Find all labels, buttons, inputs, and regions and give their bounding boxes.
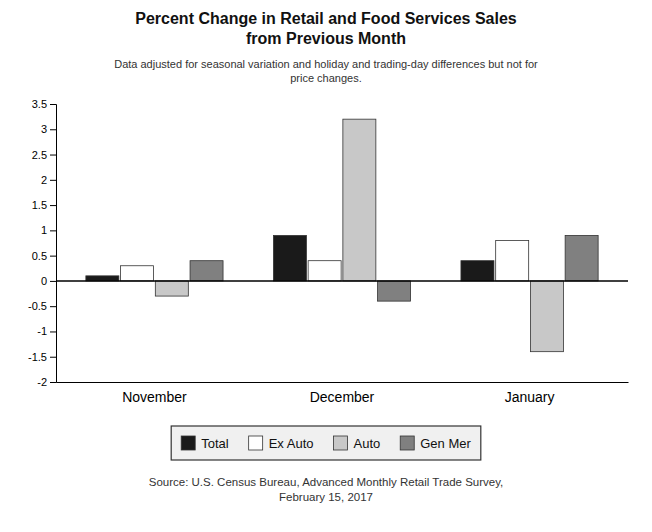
bars xyxy=(86,119,598,352)
legend-label: Gen Mer xyxy=(420,436,471,451)
text-line: Percent Change in Retail and Food Servic… xyxy=(135,10,517,27)
text-line: price changes. xyxy=(290,72,362,84)
legend-swatch xyxy=(249,436,263,450)
legend-label: Auto xyxy=(353,436,380,451)
tick-mark xyxy=(50,331,56,332)
tick: 3 xyxy=(41,123,56,135)
bar xyxy=(121,266,154,281)
tick: 2 xyxy=(41,174,56,186)
tick-label: -2 xyxy=(37,376,47,388)
subtitle: Data adjusted for seasonal variation and… xyxy=(114,58,538,84)
y-axis: -2 -1.5 -1 -0.5 0 0.5 1 1.5 2 2.5 3 3.5 xyxy=(28,98,56,388)
tick-label: November xyxy=(122,389,187,405)
tick: -1 xyxy=(37,325,56,337)
tick: January xyxy=(505,389,555,405)
tick-label: 3 xyxy=(41,123,47,135)
tick: 3.5 xyxy=(32,98,56,110)
tick: 0.5 xyxy=(32,250,56,262)
tick-mark xyxy=(50,256,56,257)
text-line: Source: U.S. Census Bureau, Advanced Mon… xyxy=(149,476,504,488)
tick: 1 xyxy=(41,224,56,236)
axis-line xyxy=(50,105,57,383)
legend-swatch xyxy=(333,436,347,450)
tick-label: -0.5 xyxy=(28,300,47,312)
bar xyxy=(86,276,119,281)
tick: 0 xyxy=(41,275,56,287)
tick-mark xyxy=(50,104,56,105)
axis-line xyxy=(57,382,629,383)
tick-label: -1 xyxy=(37,325,47,337)
text-line: from Previous Month xyxy=(246,30,406,47)
legend-swatch xyxy=(400,436,414,450)
series xyxy=(155,119,563,352)
series xyxy=(86,235,494,280)
tick: -2 xyxy=(37,376,56,388)
tick-label: December xyxy=(310,389,375,405)
bar xyxy=(190,261,223,281)
legend-item: Total xyxy=(181,436,229,451)
bar xyxy=(308,261,341,281)
tick-label: -1.5 xyxy=(28,351,47,363)
bar xyxy=(155,281,188,296)
plot: -2 -1.5 -1 -0.5 0 0.5 1 1.5 2 2.5 3 3.5 November Dece… xyxy=(28,98,628,405)
legend: Total Ex Auto Auto Gen Mer xyxy=(171,426,481,460)
tick-label: 1 xyxy=(41,224,47,236)
tick-mark xyxy=(50,306,56,307)
bar xyxy=(496,240,529,280)
tick-mark xyxy=(50,180,56,181)
tick-label: 1.5 xyxy=(32,199,47,211)
text-line: February 15, 2017 xyxy=(279,491,373,503)
bar xyxy=(461,261,494,281)
title: Percent Change in Retail and Food Servic… xyxy=(135,10,517,47)
tick-mark xyxy=(50,281,56,282)
legend-item: Gen Mer xyxy=(400,436,471,451)
legend-label: Ex Auto xyxy=(269,436,314,451)
tick-label: January xyxy=(505,389,555,405)
tick-label: 3.5 xyxy=(32,98,47,110)
bar xyxy=(530,281,563,352)
legend-swatch xyxy=(181,436,195,450)
tick-mark xyxy=(50,205,56,206)
bar xyxy=(273,235,306,280)
tick-label: 2 xyxy=(41,174,47,186)
tick-mark xyxy=(50,155,56,156)
tick-mark xyxy=(50,357,56,358)
zero-line xyxy=(56,280,628,282)
bar xyxy=(378,281,411,301)
tick: December xyxy=(310,389,375,405)
text-line: Data adjusted for seasonal variation and… xyxy=(114,58,538,70)
legend-frame xyxy=(171,426,481,460)
x-axis: November December January xyxy=(57,383,629,405)
source: Source: U.S. Census Bureau, Advanced Mon… xyxy=(149,476,504,503)
chart: Percent Change in Retail and Food Servic… xyxy=(0,0,652,532)
series xyxy=(121,240,529,280)
tick-label: 0 xyxy=(41,275,47,287)
bar xyxy=(565,235,598,280)
tick-mark xyxy=(50,230,56,231)
bar xyxy=(343,119,376,281)
legend-label: Total xyxy=(201,436,229,451)
tick-label: 2.5 xyxy=(32,149,47,161)
series xyxy=(190,235,598,301)
tick: -1.5 xyxy=(28,351,56,363)
legend-item: Auto xyxy=(333,436,380,451)
legend-item: Ex Auto xyxy=(249,436,314,451)
tick-mark xyxy=(50,382,56,383)
tick: 2.5 xyxy=(32,149,56,161)
tick: November xyxy=(122,389,187,405)
tick-mark xyxy=(50,129,56,130)
tick-label: 0.5 xyxy=(32,250,47,262)
tick: 1.5 xyxy=(32,199,56,211)
tick: -0.5 xyxy=(28,300,56,312)
